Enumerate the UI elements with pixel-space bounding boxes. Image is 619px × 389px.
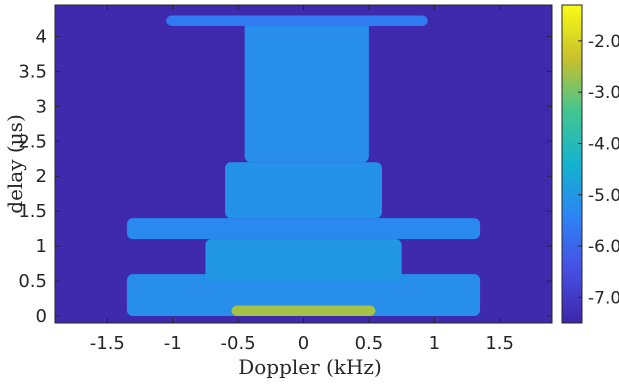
- colorbar-tick-label: -7.0: [588, 288, 619, 308]
- heatmap-area: [55, 5, 552, 323]
- y-tick-label: 0.5: [18, 271, 47, 292]
- x-tick-label: -1.5: [90, 333, 125, 354]
- colorbar-tick-label: -2.0: [588, 32, 619, 52]
- heatmap-region-6: [244, 15, 369, 163]
- colorbar-tick-label: -3.0: [588, 83, 619, 103]
- colorbar-tick-label: -6.0: [588, 237, 619, 257]
- y-tick-label: 1.5: [18, 201, 47, 222]
- heatmap-region-2: [231, 305, 376, 317]
- heatmap-region-1: [126, 274, 481, 317]
- x-tick-label: 0.5: [355, 333, 384, 354]
- y-tick-label: 3: [36, 96, 47, 117]
- y-tick-label: 2: [36, 166, 47, 187]
- y-tick-label: 4: [36, 26, 47, 47]
- y-tick-label: 1: [36, 236, 47, 257]
- x-axis: -1.5 -1 -0.5 0 0.5 1 1.5: [90, 5, 514, 354]
- y-axis: 0 0.5 1 1.5 2 2.5 3 3.5 4: [18, 26, 552, 327]
- y-tick-label: 2.5: [18, 131, 47, 152]
- heatmap-region-3: [126, 218, 481, 240]
- colorbar-tick-label: -4.0: [588, 134, 619, 154]
- colorbar: [561, 4, 583, 324]
- x-tick-label: 1.5: [485, 333, 514, 354]
- y-tick-label: 0: [36, 306, 47, 327]
- x-tick-label: 0: [298, 333, 309, 354]
- colorbar-tick-label: -5.0: [588, 186, 619, 206]
- heatmap-region-7: [166, 15, 428, 26]
- heatmap-region-5: [225, 162, 382, 219]
- heatmap-region-4: [205, 239, 402, 282]
- x-tick-label: 1: [429, 333, 440, 354]
- y-axis-label: delay (μs): [3, 114, 27, 213]
- x-tick-label: -1: [164, 333, 182, 354]
- y-tick-label: 3.5: [18, 61, 47, 82]
- colorbar-ticks: -7.0 -6.0 -5.0 -4.0 -3.0 -2.0: [578, 32, 619, 308]
- x-axis-label: Doppler (kHz): [238, 355, 382, 379]
- x-tick-label: -0.5: [221, 333, 256, 354]
